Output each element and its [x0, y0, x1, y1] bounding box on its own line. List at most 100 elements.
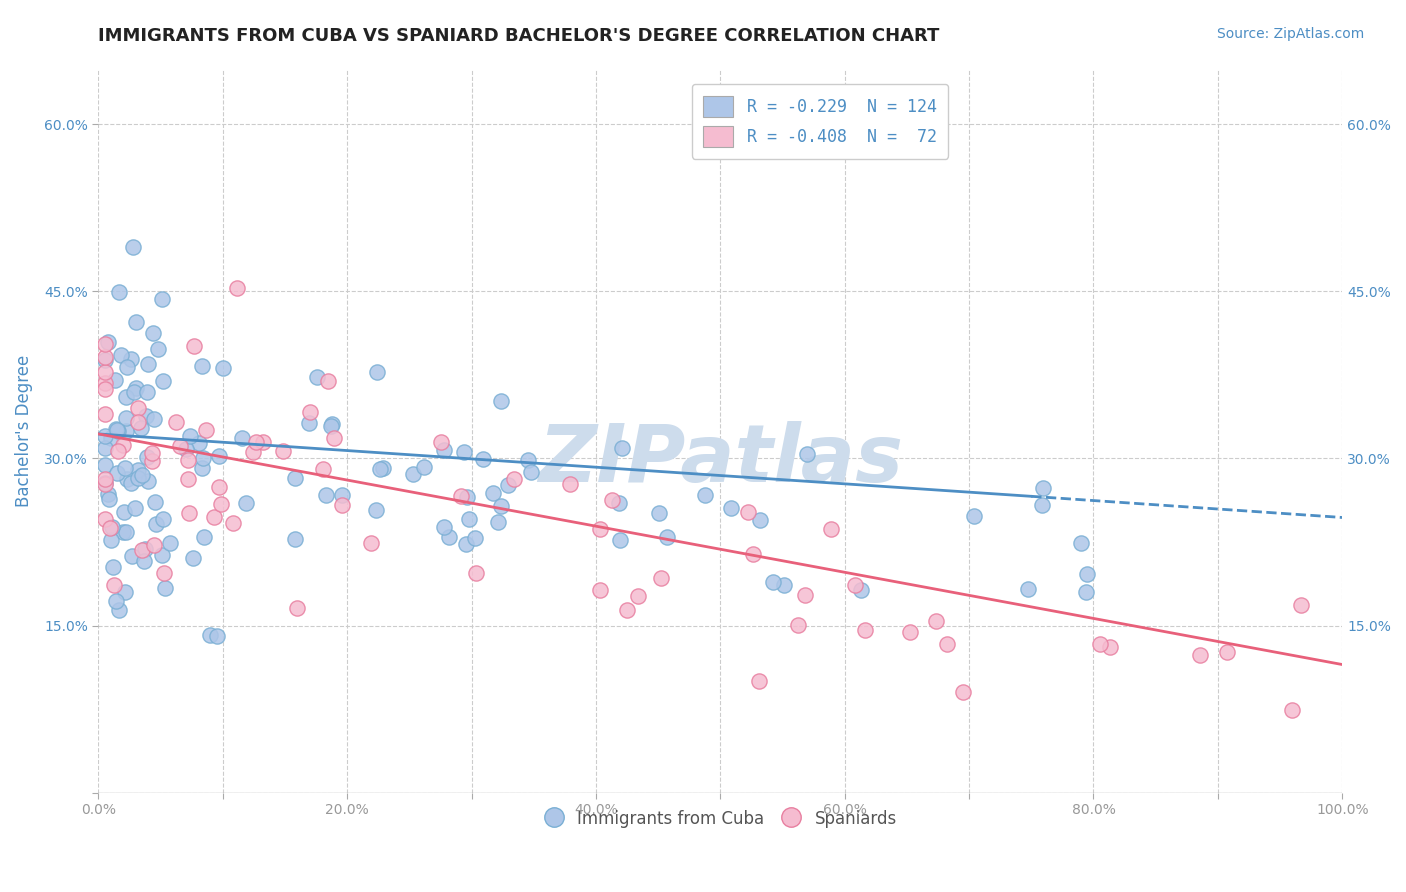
Point [844, 578, 866, 592]
Point [143, 538, 166, 552]
Point [456, 490, 478, 504]
Point [93, 475, 115, 490]
Point [177, 472, 200, 486]
Point [115, 472, 138, 486]
Point [94, 366, 117, 380]
Point [122, 240, 145, 254]
Point [773, 578, 796, 592]
Point [93, 350, 115, 364]
Point [368, 461, 391, 475]
Point [298, 416, 321, 430]
Point [655, 530, 678, 544]
Point [413, 460, 436, 475]
Point [205, 629, 228, 643]
Point [963, 509, 986, 524]
Point [153, 581, 176, 595]
Point [115, 410, 138, 425]
Legend: Immigrants from Cuba, Spaniards: Immigrants from Cuba, Spaniards [537, 804, 903, 835]
Point [190, 359, 212, 373]
Point [150, 548, 173, 562]
Point [141, 454, 163, 468]
Point [284, 532, 307, 546]
Point [610, 441, 633, 455]
Point [433, 519, 456, 533]
Point [110, 348, 132, 362]
Point [465, 566, 488, 581]
Point [319, 419, 342, 434]
Text: IMMIGRANTS FROM CUBA VS SPANIARD BACHELOR'S DEGREE CORRELATION CHART: IMMIGRANTS FROM CUBA VS SPANIARD BACHELO… [98, 27, 939, 45]
Point [720, 501, 742, 516]
Point [181, 551, 204, 566]
Y-axis label: Bachelor's Degree: Bachelor's Degree [15, 354, 32, 507]
Point [952, 685, 974, 699]
Point [107, 444, 129, 458]
Point [100, 431, 122, 445]
Point [152, 374, 174, 388]
Point [360, 535, 382, 549]
Point [120, 475, 142, 490]
Point [472, 451, 495, 466]
Point [141, 446, 163, 460]
Point [198, 628, 221, 642]
Point [936, 637, 959, 651]
Point [115, 359, 138, 374]
Point [165, 415, 187, 429]
Point [107, 424, 129, 438]
Point [589, 582, 612, 597]
Point [122, 384, 145, 399]
Point [208, 480, 231, 494]
Point [373, 461, 395, 475]
Point [226, 281, 249, 295]
Point [136, 385, 159, 400]
Point [252, 435, 274, 450]
Point [183, 339, 205, 353]
Point [235, 496, 257, 510]
Point [193, 530, 215, 544]
Point [125, 315, 148, 329]
Point [93, 458, 115, 472]
Point [488, 515, 510, 529]
Point [101, 520, 124, 534]
Point [450, 489, 472, 503]
Point [191, 450, 214, 465]
Point [820, 522, 842, 536]
Point [93, 376, 115, 390]
Point [208, 449, 231, 463]
Point [231, 431, 253, 445]
Point [285, 601, 308, 615]
Point [114, 461, 136, 475]
Point [152, 566, 174, 580]
Point [496, 478, 519, 492]
Point [209, 497, 232, 511]
Point [796, 447, 818, 461]
Point [187, 435, 209, 450]
Point [849, 582, 872, 597]
Point [93, 512, 115, 526]
Point [1188, 648, 1211, 662]
Point [242, 445, 264, 459]
Point [136, 450, 159, 465]
Point [191, 461, 214, 475]
Text: Source: ZipAtlas.com: Source: ZipAtlas.com [1216, 27, 1364, 41]
Point [321, 417, 343, 431]
Point [105, 423, 128, 437]
Point [602, 493, 624, 508]
Point [127, 463, 149, 477]
Point [453, 445, 475, 459]
Point [558, 477, 581, 491]
Point [134, 542, 156, 557]
Point [330, 488, 353, 502]
Point [129, 421, 152, 435]
Point [1076, 566, 1098, 581]
Point [1088, 637, 1111, 651]
Point [520, 465, 543, 479]
Point [609, 533, 631, 547]
Point [103, 578, 125, 592]
Point [150, 292, 173, 306]
Point [143, 412, 166, 426]
Point [98, 492, 121, 507]
Point [1076, 584, 1098, 599]
Point [120, 351, 142, 366]
Point [124, 501, 146, 516]
Point [93, 382, 115, 396]
